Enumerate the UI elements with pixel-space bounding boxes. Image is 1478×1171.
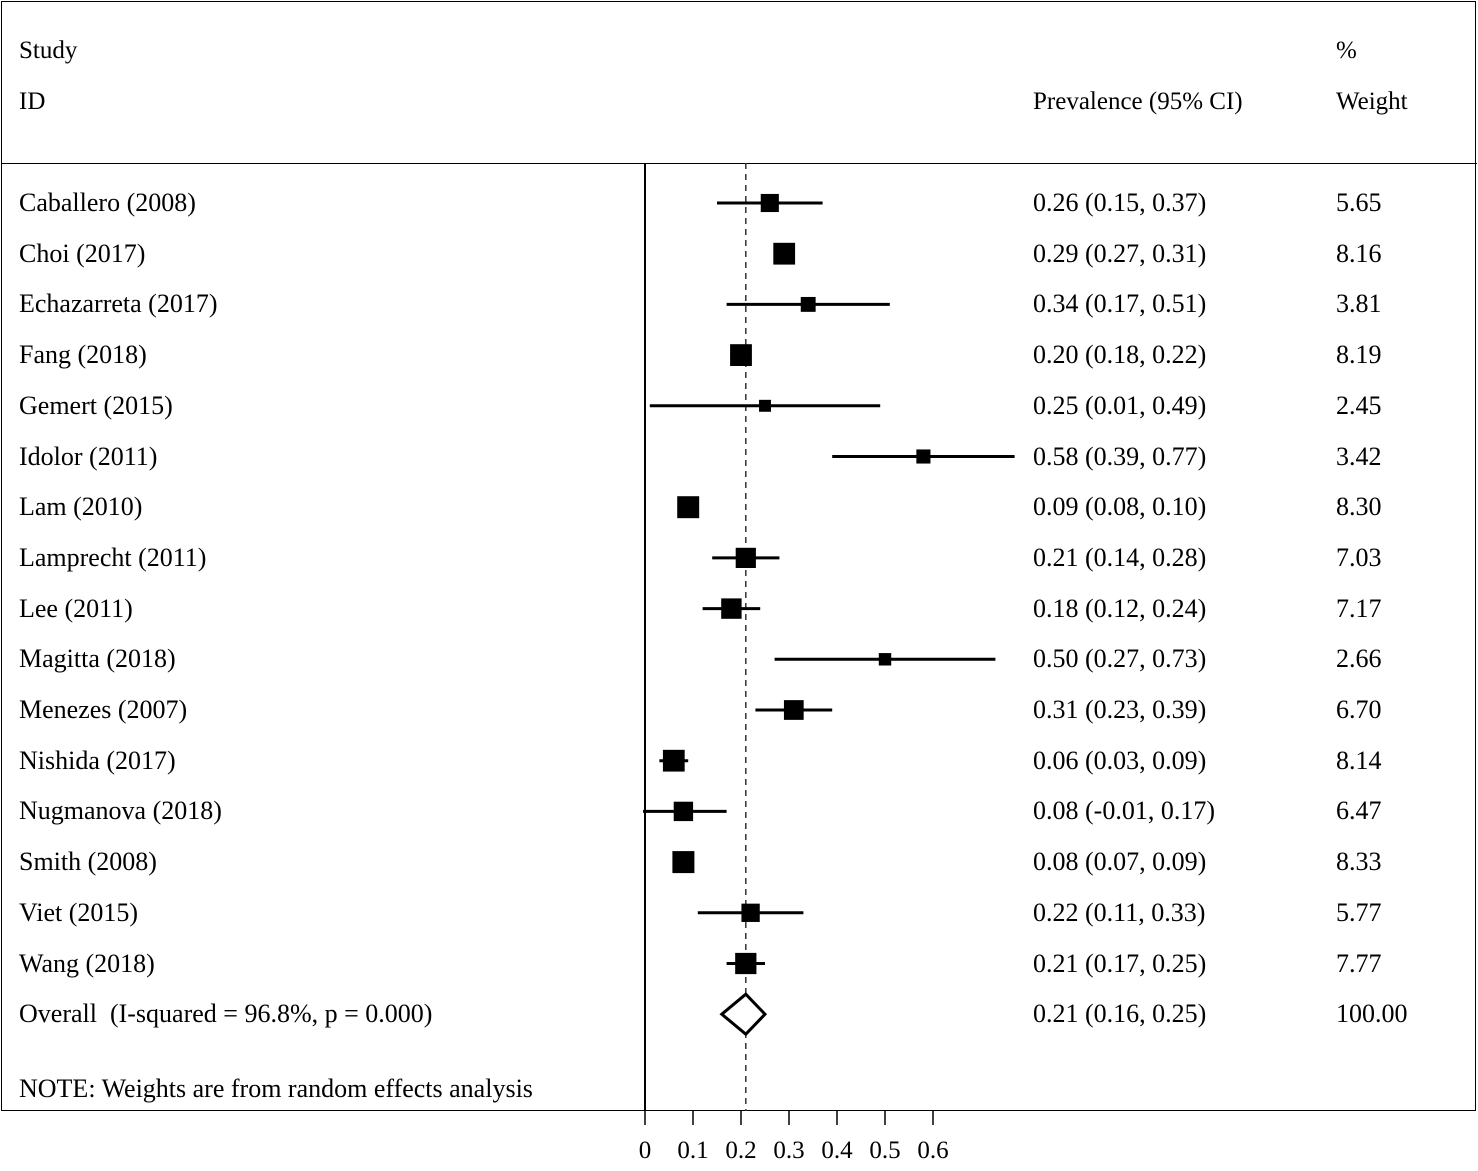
header-divider — [1, 163, 1477, 164]
weight-text: 3.42 — [1336, 441, 1382, 471]
weight-text: 7.03 — [1336, 542, 1382, 572]
weight-text: 2.66 — [1336, 644, 1382, 674]
study-label: Fang (2018) — [19, 340, 147, 370]
weight-text: 8.19 — [1336, 340, 1382, 370]
study-header: Study — [19, 37, 78, 64]
study-label: Idolor (2011) — [19, 441, 158, 471]
weight-text: 3.81 — [1336, 289, 1382, 319]
weight-text: 7.17 — [1336, 593, 1382, 623]
estimate-marker — [759, 399, 771, 412]
study-label: Wang (2018) — [19, 948, 155, 978]
study-label: Caballero (2008) — [19, 188, 196, 217]
study-label: Lee (2011) — [19, 593, 133, 623]
study-label: Magitta (2018) — [19, 644, 176, 674]
weight-text: 6.70 — [1336, 695, 1382, 724]
overall-label: Overall (I-squared = 96.8%, p = 0.000) — [19, 999, 433, 1029]
estimate-text: 0.08 (-0.01, 0.17) — [1033, 796, 1215, 826]
weight-text: 5.65 — [1336, 188, 1382, 217]
study-label: Gemert (2015) — [19, 390, 173, 420]
estimate-text: 0.22 (0.11, 0.33) — [1033, 897, 1206, 927]
weight-text: 8.16 — [1336, 238, 1382, 268]
estimate-marker — [673, 801, 694, 822]
estimate-text: 0.50 (0.27, 0.73) — [1033, 644, 1207, 674]
weight-text: 8.14 — [1336, 745, 1382, 775]
estimate-text: 0.06 (0.03, 0.09) — [1033, 745, 1207, 775]
percent-header: % — [1336, 37, 1357, 64]
estimate-text: 0.34 (0.17, 0.51) — [1033, 289, 1207, 319]
study-label: Nishida (2017) — [19, 745, 176, 775]
x-tick-label: 0.5 — [869, 1137, 900, 1164]
estimate-text: 0.20 (0.18, 0.22) — [1033, 340, 1207, 370]
weight-header: Weight — [1336, 88, 1408, 115]
estimate-text: 0.29 (0.27, 0.31) — [1033, 238, 1207, 268]
weight-text: 6.47 — [1336, 796, 1382, 826]
estimate-marker — [878, 653, 892, 666]
estimate-text: 0.18 (0.12, 0.24) — [1033, 593, 1207, 623]
estimate-marker — [916, 449, 931, 464]
study-label: Menezes (2007) — [19, 695, 188, 724]
x-tick-label: 0.4 — [821, 1137, 853, 1164]
weight-text: 5.77 — [1336, 897, 1382, 927]
estimate-marker — [730, 344, 752, 367]
weight-text: 2.45 — [1336, 390, 1382, 420]
weight-text: 8.33 — [1336, 847, 1382, 877]
estimate-text: 0.31 (0.23, 0.39) — [1033, 695, 1207, 724]
weight-text: 7.77 — [1336, 948, 1382, 978]
plot-frame — [1, 1, 1476, 1111]
study-label: Viet (2015) — [19, 897, 139, 927]
study-label: Lamprecht (2011) — [19, 542, 207, 572]
weights-note: NOTE: Weights are from random effects an… — [19, 1074, 533, 1103]
estimate-text: 0.08 (0.07, 0.09) — [1033, 847, 1207, 877]
estimate-marker — [773, 242, 796, 265]
estimate-text: 0.21 (0.17, 0.25) — [1033, 948, 1207, 978]
x-tick-label: 0.2 — [725, 1137, 756, 1164]
estimate-marker — [800, 296, 816, 312]
estimate-marker — [783, 700, 804, 720]
study-label: Choi (2017) — [19, 238, 146, 268]
estimate-text: 0.09 (0.08, 0.10) — [1033, 492, 1207, 522]
estimate-marker — [672, 851, 695, 874]
study-label: Nugmanova (2018) — [19, 796, 222, 826]
id-header: ID — [19, 88, 46, 115]
overall-weight-text: 100.00 — [1336, 999, 1408, 1029]
estimate-marker — [677, 496, 700, 519]
estimate-text: 0.26 (0.15, 0.37) — [1033, 188, 1207, 217]
overall-estimate-text: 0.21 (0.16, 0.25) — [1033, 999, 1207, 1029]
estimate-marker — [662, 749, 685, 772]
estimate-marker — [760, 193, 779, 213]
weight-text: 8.30 — [1336, 492, 1382, 522]
estimate-marker — [741, 903, 760, 922]
estimate-text: 0.25 (0.01, 0.49) — [1033, 390, 1207, 420]
x-tick-label: 0.1 — [677, 1137, 708, 1164]
study-label: Smith (2008) — [19, 847, 157, 877]
estimate-marker — [735, 547, 756, 569]
estimate-header: Prevalence (95% CI) — [1033, 88, 1243, 115]
estimate-text: 0.58 (0.39, 0.77) — [1033, 441, 1207, 471]
estimate-marker — [735, 952, 757, 975]
x-tick-label: 0.6 — [917, 1137, 948, 1164]
x-tick-label: 0 — [639, 1137, 652, 1164]
overall-diamond — [719, 992, 768, 1037]
x-tick-label: 0.3 — [773, 1137, 804, 1164]
estimate-marker — [721, 598, 742, 619]
estimate-text: 0.21 (0.14, 0.28) — [1033, 542, 1207, 572]
study-label: Echazarreta (2017) — [19, 289, 218, 319]
study-label: Lam (2010) — [19, 492, 143, 522]
